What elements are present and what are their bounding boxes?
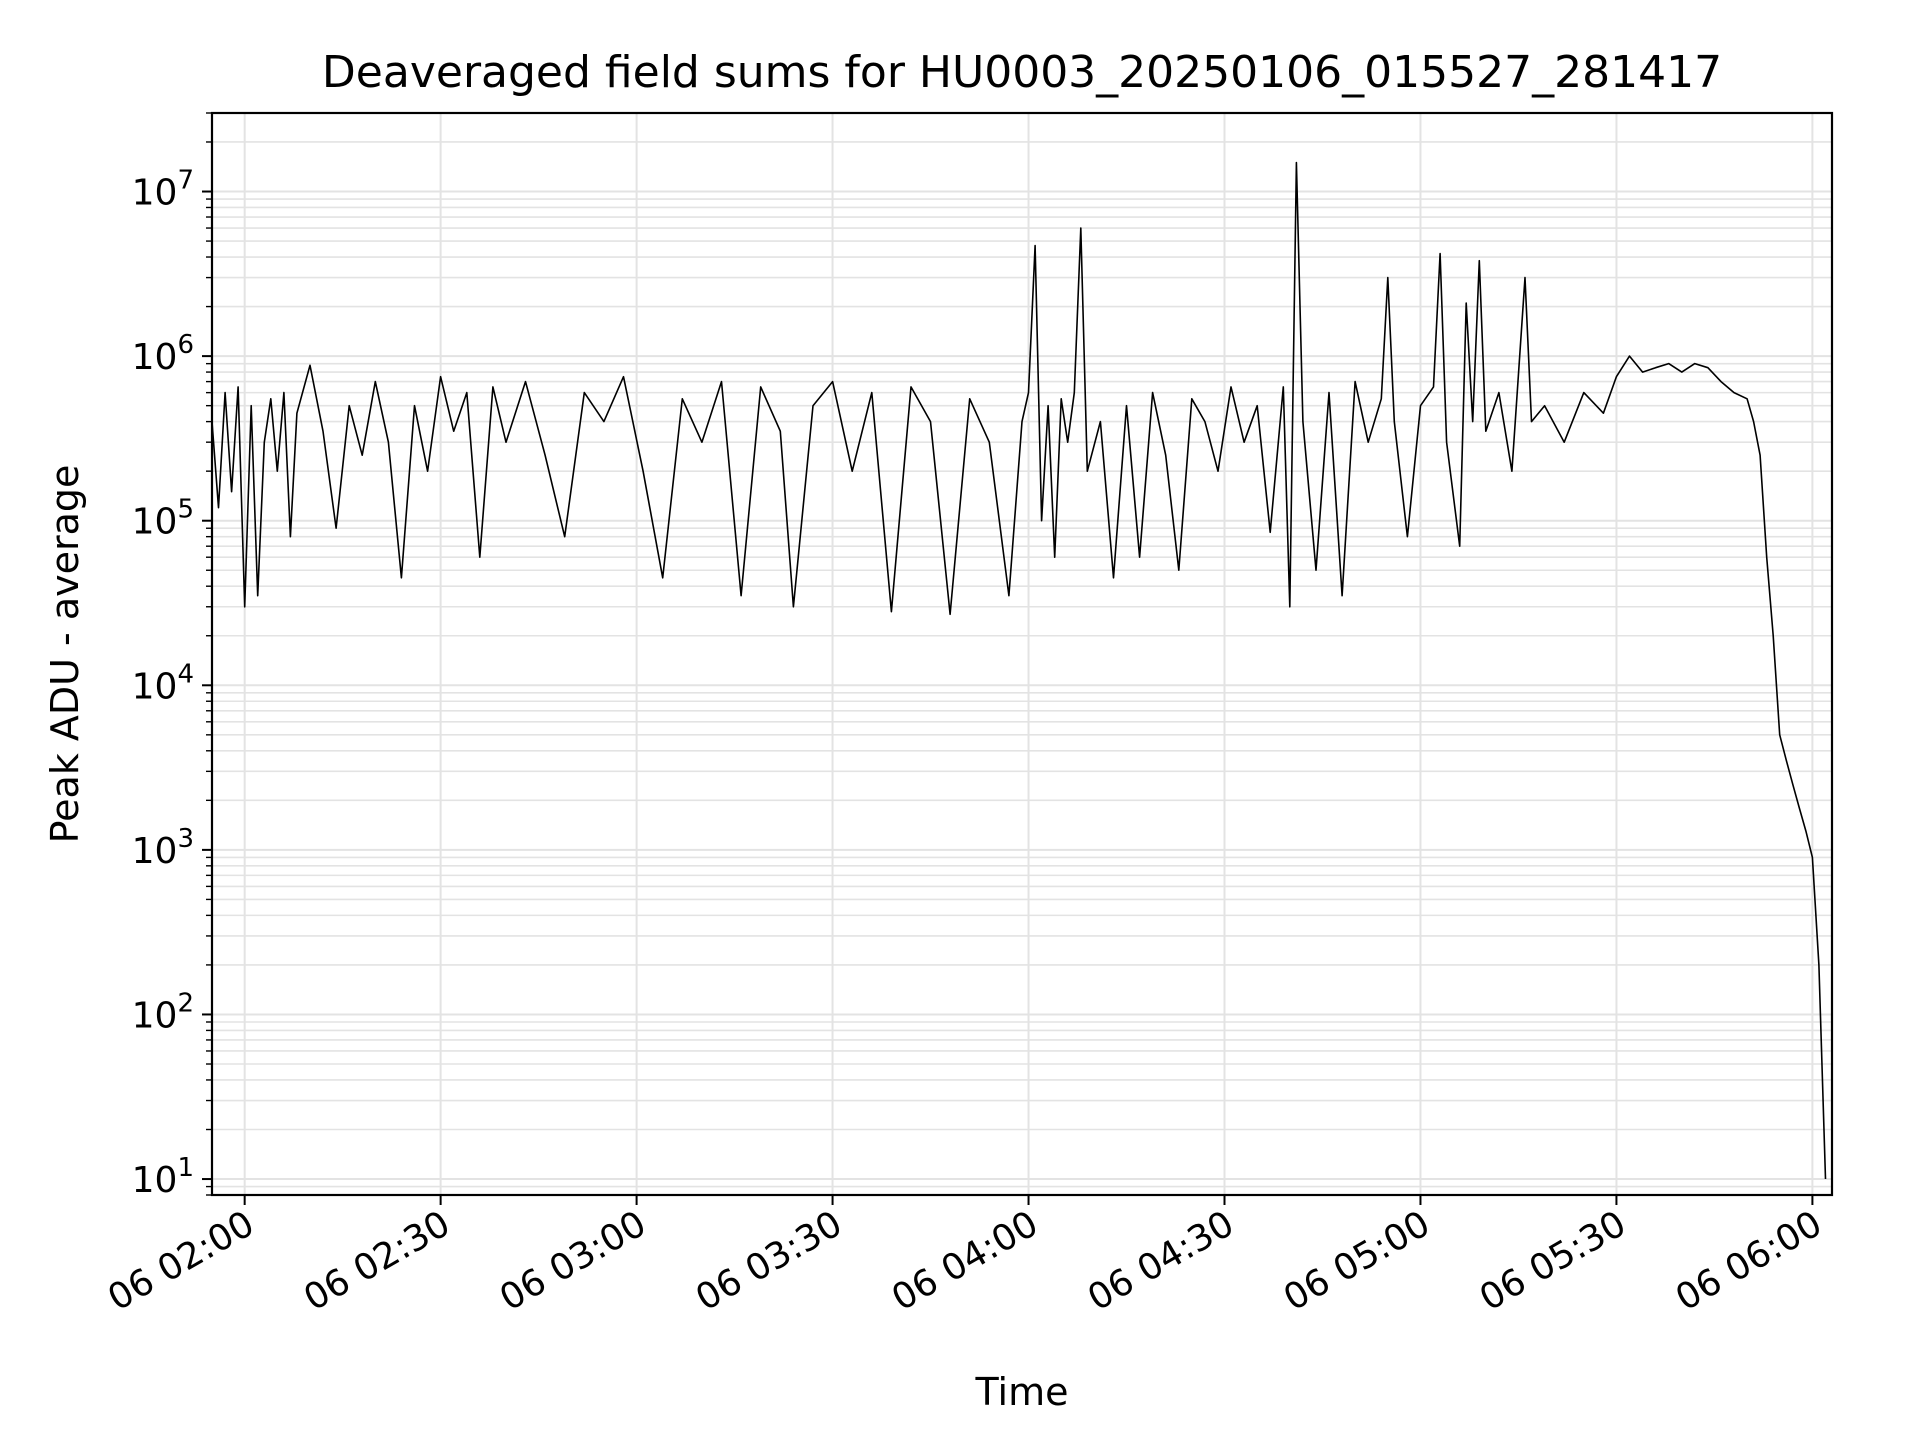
y-tick-label: 105	[132, 495, 194, 543]
y-tick-label: 107	[132, 166, 194, 214]
x-axis-label: Time	[975, 1370, 1069, 1414]
y-tick-label: 103	[132, 824, 194, 872]
y-tick-label: 101	[132, 1153, 194, 1201]
y-tick-label: 104	[132, 659, 194, 707]
plot-frame	[210, 111, 1834, 1197]
chart-title: Deaveraged field sums for HU0003_2025010…	[322, 47, 1722, 98]
series-line	[211, 161, 1827, 1180]
data-layer	[211, 161, 1827, 1180]
y-axis-label: Peak ADU - average	[43, 465, 87, 844]
y-tick-label: 106	[132, 330, 194, 378]
grid	[212, 112, 1832, 1196]
y-tick-label: 102	[132, 988, 194, 1036]
